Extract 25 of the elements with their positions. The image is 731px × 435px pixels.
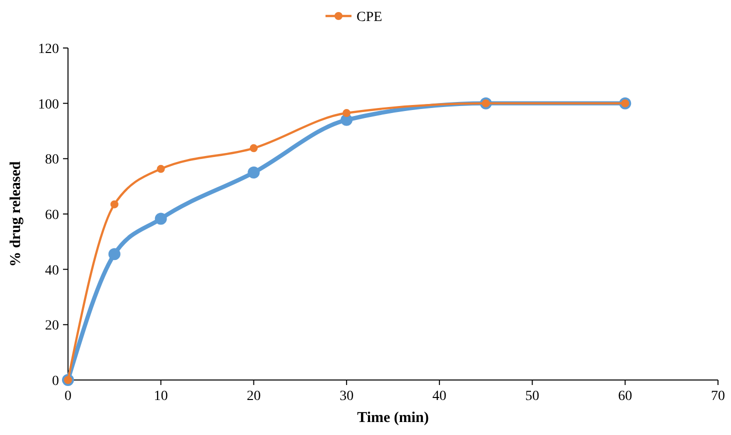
legend-label: CPE <box>356 10 382 25</box>
x-tick-label: 70 <box>711 389 725 404</box>
y-axis-title: % drug released <box>8 160 24 267</box>
point <box>248 166 260 178</box>
point <box>154 212 167 225</box>
point <box>250 144 258 152</box>
y-tick-label: 80 <box>45 152 59 168</box>
x-tick-label: 40 <box>432 389 446 404</box>
x-tick-label: 30 <box>340 389 354 404</box>
y-tick-label: 0 <box>52 374 59 389</box>
y-tick-label: 60 <box>45 208 59 223</box>
x-tick-label: 0 <box>64 389 72 404</box>
point <box>110 200 118 208</box>
y-tick-label: 100 <box>38 97 59 112</box>
point <box>342 109 351 118</box>
y-tick-label: 40 <box>45 263 59 278</box>
x-axis-title: Time (min) <box>357 410 429 426</box>
y-tick-label: 20 <box>45 318 59 334</box>
x-tick-label: 10 <box>154 389 168 404</box>
point <box>156 164 165 173</box>
x-tick-label: 60 <box>618 389 632 404</box>
x-tick-label: 20 <box>246 389 261 404</box>
x-tick-label: 50 <box>525 389 540 404</box>
y-tick-label: 120 <box>38 42 59 57</box>
point <box>108 248 120 260</box>
